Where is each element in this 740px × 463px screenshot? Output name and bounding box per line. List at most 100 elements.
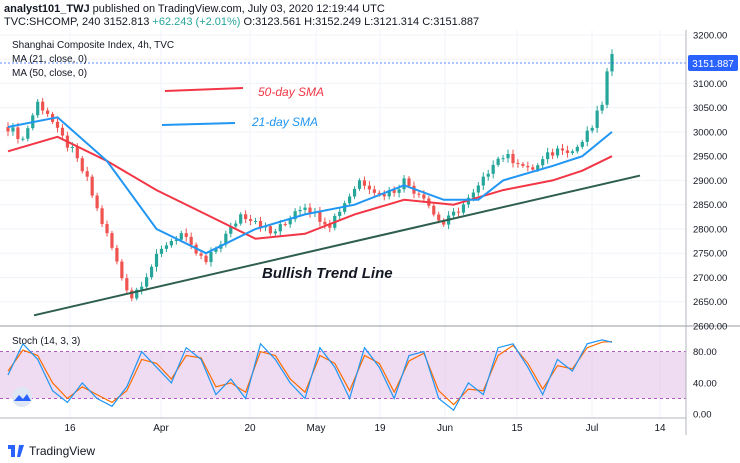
candle-body bbox=[248, 219, 253, 221]
last-price-tag-text: 3151.887 bbox=[692, 59, 734, 70]
candle-body bbox=[278, 224, 282, 232]
candle-body bbox=[70, 146, 74, 148]
stoch-k-line bbox=[7, 339, 613, 412]
candle-body bbox=[372, 189, 376, 193]
tradingview-wordmark: TradingView bbox=[29, 444, 96, 458]
candle-body bbox=[135, 289, 139, 299]
candle-body bbox=[229, 226, 233, 234]
candle-body bbox=[253, 220, 258, 222]
time-tick-label: 14 bbox=[654, 423, 666, 434]
high-label: H: bbox=[304, 16, 316, 28]
candle-body bbox=[516, 163, 520, 165]
tradingview-icon bbox=[8, 445, 24, 457]
candle-body bbox=[526, 165, 530, 168]
candle-body bbox=[224, 233, 228, 245]
candle-body bbox=[95, 195, 99, 209]
candle-body bbox=[234, 223, 238, 227]
candle-body bbox=[239, 214, 243, 224]
stoch-tick-label: 40.00 bbox=[693, 378, 717, 389]
time-tick-label: 15 bbox=[511, 423, 523, 434]
sma50-annotation-line bbox=[164, 87, 244, 92]
candle-body bbox=[402, 178, 406, 190]
time-axis[interactable]: 16 Apr 20 May 19 Jun 15 Jul 14 bbox=[64, 423, 666, 434]
candle-body bbox=[308, 207, 312, 214]
time-tick-label: Jun bbox=[437, 423, 453, 434]
candle-body bbox=[600, 104, 604, 111]
candle-body bbox=[36, 101, 40, 116]
candle-body bbox=[130, 290, 134, 299]
candle-body bbox=[60, 127, 65, 136]
time-tick-label: 19 bbox=[374, 423, 386, 434]
publisher-name[interactable]: analyst101_TWJ bbox=[4, 3, 90, 15]
candle-body bbox=[585, 130, 589, 142]
candle-body bbox=[328, 224, 332, 228]
candle-body bbox=[357, 180, 362, 189]
publish-info: analyst101_TWJ published on TradingView.… bbox=[4, 3, 385, 15]
stoch-tick-label: 80.00 bbox=[693, 347, 717, 358]
open-value: 3123.561 bbox=[255, 16, 302, 28]
high-value: 3152.249 bbox=[315, 16, 362, 28]
candle-body bbox=[382, 194, 386, 197]
price-tick-label: 2650.00 bbox=[693, 297, 727, 308]
candle-body bbox=[476, 185, 480, 193]
price-axis[interactable]: 2600.00 2650.00 2700.00 2750.00 2800.00 2850.… bbox=[693, 30, 727, 332]
candle-body bbox=[570, 151, 574, 153]
tradingview-logo[interactable]: TradingView bbox=[8, 444, 95, 458]
candle-body bbox=[575, 146, 579, 152]
candle-body bbox=[352, 188, 357, 197]
candle-body bbox=[189, 236, 193, 245]
ma50-legend: MA (50, close, 0) bbox=[12, 68, 87, 79]
candle-body bbox=[456, 211, 461, 213]
candle-body bbox=[338, 211, 342, 216]
stoch-legend: Stoch (14, 3, 3) bbox=[12, 336, 80, 347]
candle-body bbox=[174, 239, 178, 241]
trend-annotation: Bullish Trend Line bbox=[262, 265, 393, 282]
price-tick-label: 3200.00 bbox=[693, 30, 727, 41]
candle-body bbox=[461, 204, 466, 213]
candle-body bbox=[541, 159, 545, 166]
candle-body bbox=[348, 196, 352, 204]
candle-body bbox=[397, 189, 401, 193]
stoch-axis[interactable]: 0.00 40.00 80.00 bbox=[693, 347, 717, 420]
price-tick-label: 2800.00 bbox=[693, 224, 727, 235]
candle-body bbox=[501, 158, 505, 160]
candle-body bbox=[41, 101, 45, 111]
price-tick-label: 3050.00 bbox=[693, 103, 727, 114]
candle-body bbox=[159, 248, 164, 254]
candle-body bbox=[214, 248, 218, 252]
price-chart[interactable]: Shanghai Composite Index, 4h, TVC MA (21… bbox=[0, 0, 740, 440]
candle-body bbox=[531, 167, 535, 170]
candle-body bbox=[471, 192, 475, 198]
candle-body bbox=[506, 153, 510, 159]
candle-body bbox=[184, 233, 188, 237]
candle-body bbox=[149, 266, 154, 278]
candle-body bbox=[323, 221, 327, 225]
candle-body bbox=[199, 253, 203, 256]
candlesticks bbox=[6, 49, 614, 302]
candle-body bbox=[605, 71, 609, 105]
camera-icon[interactable] bbox=[12, 387, 32, 407]
low-label: L: bbox=[364, 16, 374, 28]
ma21-legend: MA (21, close, 0) bbox=[12, 54, 87, 65]
candle-body bbox=[437, 214, 441, 221]
price-change: +62.243 (+2.01%) bbox=[152, 16, 241, 28]
candle-body bbox=[293, 211, 297, 220]
candle-body bbox=[115, 247, 119, 262]
stoch-band bbox=[0, 351, 686, 399]
candle-body bbox=[288, 219, 292, 225]
candle-body bbox=[154, 253, 159, 267]
candle-body bbox=[209, 251, 213, 263]
candle-body bbox=[6, 127, 10, 132]
candle-body bbox=[486, 173, 490, 177]
time-tick-label: Apr bbox=[153, 423, 169, 434]
candle-body bbox=[120, 261, 124, 279]
candle-body bbox=[268, 226, 272, 234]
stoch-tick-label: 0.00 bbox=[693, 410, 712, 421]
candle-body bbox=[105, 224, 109, 234]
time-tick-label: Jul bbox=[586, 423, 599, 434]
candle-body bbox=[303, 207, 307, 210]
candle-body bbox=[550, 152, 555, 156]
price-tick-label: 2900.00 bbox=[693, 176, 727, 187]
time-tick-label: May bbox=[307, 423, 326, 434]
candle-body bbox=[536, 165, 540, 170]
